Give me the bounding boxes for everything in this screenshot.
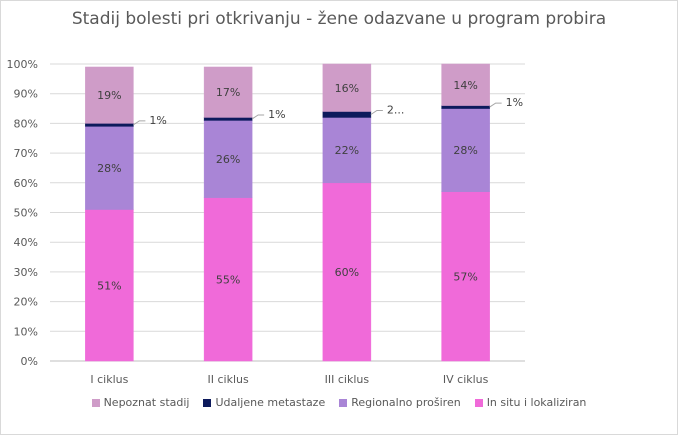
legend-item: Regionalno proširen <box>339 396 461 409</box>
data-label: 51% <box>97 279 121 292</box>
bar-segment <box>85 209 134 362</box>
legend-item: In situ i lokaliziran <box>474 396 587 409</box>
data-label: 28% <box>97 162 121 175</box>
data-label: 16% <box>335 82 359 95</box>
leader-line <box>133 120 146 126</box>
data-label: 2... <box>387 103 405 116</box>
legend-swatch <box>339 398 348 407</box>
y-tick-label: 20% <box>14 296 38 309</box>
bar-segment <box>203 117 253 121</box>
data-label: 1% <box>506 96 523 109</box>
data-label: 1% <box>149 114 166 127</box>
legend-label: Nepoznat stadij <box>103 396 190 409</box>
y-tick-label: 50% <box>14 207 38 220</box>
bar-segment <box>85 66 134 124</box>
x-tick-label: IV ciklus <box>443 373 489 386</box>
bar-segment <box>441 191 490 362</box>
chart-legend: Nepoznat stadij Udaljene metastaze Regiona… <box>0 396 678 409</box>
y-tick-label: 80% <box>14 117 38 130</box>
y-tick-label: 60% <box>14 177 38 190</box>
y-tick-label: 70% <box>14 147 38 160</box>
legend-item: Udaljene metastaze <box>203 396 325 409</box>
legend-item: Nepoznat stadij <box>91 396 190 409</box>
y-tick-label: 10% <box>14 325 38 338</box>
data-label: 57% <box>453 270 477 283</box>
data-label: 1% <box>268 108 285 121</box>
legend-swatch <box>474 398 483 407</box>
bar-segment <box>322 111 372 118</box>
bar-segment <box>441 108 490 192</box>
y-tick-label: 40% <box>14 236 38 249</box>
y-tick-label: 30% <box>14 266 38 279</box>
data-label: 22% <box>335 144 359 157</box>
bar-segment <box>322 117 372 184</box>
data-label: 60% <box>335 266 359 279</box>
chart-plot: 0% 10% 20% 30% 40% 50% 60% 70% 80% 90% 100% 51% 28% 1… <box>7 58 525 386</box>
data-label: 19% <box>97 89 121 102</box>
chart-title: Stadij bolesti pri otkrivanju - žene oda… <box>71 9 607 29</box>
y-tick-label: 100% <box>7 58 38 71</box>
bar-segment <box>441 105 490 109</box>
x-tick-label: I ciklus <box>90 373 128 386</box>
bar-segment <box>203 66 253 118</box>
legend-label: Regionalno proširen <box>351 396 461 409</box>
legend-label: Udaljene metastaze <box>215 396 326 409</box>
bar-segment <box>441 63 490 106</box>
data-label: 28% <box>453 144 477 157</box>
legend-swatch <box>203 398 212 407</box>
leader-line <box>370 109 383 115</box>
bar-segment <box>203 197 253 362</box>
leader-line <box>489 102 502 108</box>
bar-segment <box>203 120 253 198</box>
y-tick-label: 90% <box>14 88 38 101</box>
leader-line <box>251 114 265 120</box>
data-label: 17% <box>216 86 240 99</box>
legend-swatch <box>91 398 100 407</box>
data-label: 55% <box>216 273 240 286</box>
data-label: 14% <box>453 79 477 92</box>
bar-segment <box>85 123 134 127</box>
x-tick-label: II ciklus <box>208 373 249 386</box>
data-label: 26% <box>216 153 240 166</box>
y-tick-label: 0% <box>21 355 38 368</box>
bar-segment <box>85 126 134 210</box>
bar-segment <box>322 63 372 112</box>
x-tick-label: III ciklus <box>325 373 370 386</box>
legend-label: In situ i lokaliziran <box>486 396 587 409</box>
